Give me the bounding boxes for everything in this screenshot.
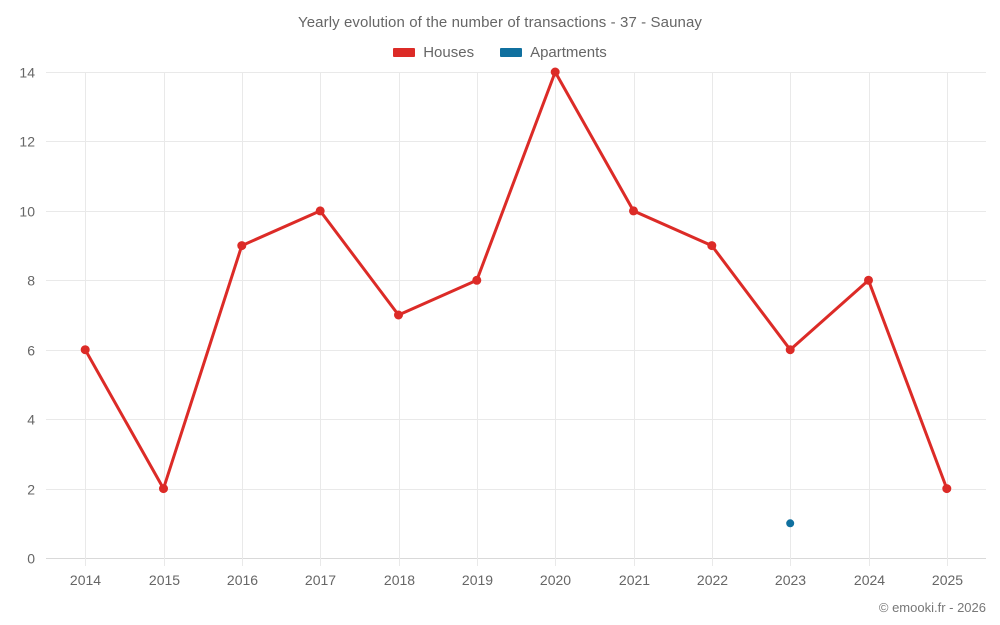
data-point-houses[interactable] — [472, 275, 482, 285]
legend-swatch-apartments — [500, 48, 523, 57]
y-axis-tick-label: 6 — [27, 343, 35, 359]
copyright-credit: © emooki.fr - 2026 — [878, 600, 986, 615]
x-axis-tick-label: 2016 — [227, 572, 258, 588]
x-axis-tick-label: 2014 — [70, 572, 101, 588]
data-point-houses[interactable] — [864, 275, 873, 285]
x-axis-tick-label: 2015 — [149, 572, 180, 588]
data-point-houses[interactable] — [785, 345, 795, 355]
data-point-houses[interactable] — [237, 241, 247, 251]
y-axis-tick-label: 14 — [19, 65, 35, 81]
legend-item-apartments[interactable]: Apartments — [500, 44, 607, 61]
x-axis-tick-label: 2020 — [540, 572, 571, 588]
chart-title: Yearly evolution of the number of transa… — [297, 14, 702, 31]
x-axis-tick-label: 2017 — [305, 572, 336, 588]
x-axis-tick-label: 2019 — [462, 572, 493, 588]
y-axis-tick-label: 2 — [27, 482, 35, 498]
data-point-houses[interactable] — [80, 345, 90, 355]
data-point-houses[interactable] — [707, 241, 717, 251]
data-point-apartments[interactable] — [786, 519, 795, 528]
legend-label-houses: Houses — [423, 44, 475, 61]
plot-area: 0 2 4 6 8 10 12 14 2014 2015 2016 2017 2018 2019 2020 2… — [19, 65, 986, 588]
data-point-houses[interactable] — [159, 484, 168, 494]
x-axis-tick-label: 2018 — [384, 572, 415, 588]
legend-label-apartments: Apartments — [530, 44, 607, 61]
data-point-houses[interactable] — [315, 206, 325, 216]
y-axis-tick-label: 10 — [19, 204, 35, 220]
legend-item-houses[interactable]: Houses — [393, 44, 474, 61]
data-point-houses[interactable] — [394, 310, 403, 320]
x-axis-tick-label: 2025 — [932, 572, 963, 588]
data-point-houses[interactable] — [942, 484, 952, 494]
x-axis-tick-label: 2022 — [697, 572, 728, 588]
data-point-houses[interactable] — [629, 206, 638, 216]
y-axis-tick-label: 12 — [19, 134, 35, 150]
series-line-houses — [83, 70, 949, 491]
y-axis-tick-label: 4 — [27, 412, 35, 428]
x-axis-tick-label: 2021 — [619, 572, 650, 588]
y-axis-tick-label: 8 — [27, 273, 35, 289]
y-axis-tick-label: 0 — [27, 551, 35, 567]
x-axis-tick-label: 2024 — [854, 572, 885, 588]
legend-swatch-houses — [393, 48, 416, 57]
x-axis-tick-label: 2023 — [775, 572, 806, 588]
chart-legend: Houses Apartments — [0, 44, 1000, 61]
data-point-houses[interactable] — [550, 67, 560, 77]
